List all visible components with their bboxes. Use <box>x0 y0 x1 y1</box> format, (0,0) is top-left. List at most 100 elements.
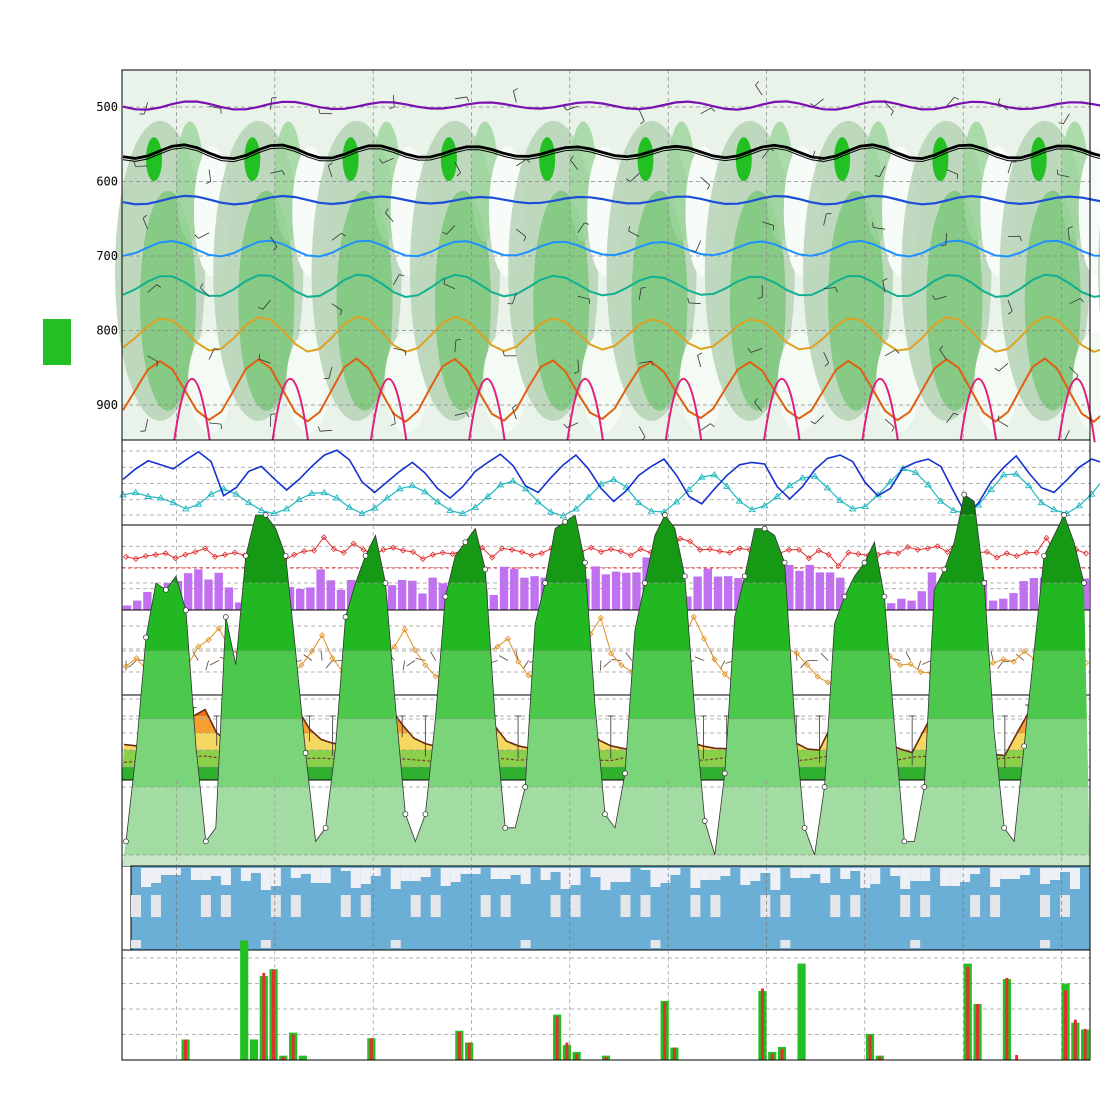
wind-barb-flag <box>1008 310 1013 315</box>
wind-barb <box>577 295 590 300</box>
cloud-high-gap <box>420 868 431 877</box>
cloud-middle-gap <box>830 895 841 917</box>
thickness-point <box>823 484 832 491</box>
cloud-high-gap <box>1000 868 1011 879</box>
wind-barb <box>695 240 702 252</box>
wind-barb <box>879 165 886 177</box>
thickness-point <box>358 509 366 516</box>
wind-barb <box>884 349 896 357</box>
precip-convective-bar <box>878 1056 882 1060</box>
wind-barb-flag <box>890 110 894 116</box>
cloud-high-gap <box>210 868 221 876</box>
precip-convective-bar <box>575 1053 579 1060</box>
wind-speed-point <box>205 636 212 643</box>
wind-speed-point <box>401 626 408 633</box>
rh2m-point <box>1041 552 1047 559</box>
wind-barb-10m <box>522 660 529 670</box>
thickness-point <box>924 481 932 488</box>
cloud-middle-gap <box>1060 895 1071 917</box>
cloud-high-gap <box>1060 868 1071 872</box>
lifted-index-point <box>202 545 209 552</box>
wind-barb <box>454 412 467 416</box>
wind-barb-flag <box>194 234 199 239</box>
wind-barb <box>762 221 774 226</box>
wind-speed-point <box>308 648 315 655</box>
wind-barb <box>454 96 467 100</box>
wind-speed-point <box>195 643 202 650</box>
cape-bar <box>825 572 835 610</box>
cloud-low-gap <box>131 940 141 948</box>
wind-barb-flag <box>523 236 527 242</box>
wind-barb <box>516 158 527 167</box>
wind-barb-flag <box>769 148 775 152</box>
cloud-high-gap <box>350 868 361 888</box>
thickness-point <box>395 484 404 492</box>
wind-barb <box>882 280 886 293</box>
wind-barb-flag <box>1058 122 1064 125</box>
cloud-high-gap <box>1020 868 1031 875</box>
cape-bar <box>632 572 641 610</box>
slp-panel <box>119 439 1100 526</box>
cloud-middle-gap <box>990 895 1001 917</box>
wind-speed-point <box>319 632 326 639</box>
slp-series-line <box>122 449 1100 516</box>
wind-barb-10m <box>820 653 829 661</box>
thickness-point <box>484 492 492 499</box>
wind-barb <box>331 232 342 241</box>
cape-bar <box>204 579 213 610</box>
cape-bar <box>999 598 1008 610</box>
wind-barb <box>393 274 400 286</box>
rh2m-point <box>402 811 409 818</box>
wind-barb <box>639 360 652 364</box>
rh-area-moist <box>336 190 393 411</box>
lifted-index-point <box>479 544 486 551</box>
wind-barb-flag <box>956 174 959 180</box>
cloud-high-gap <box>510 868 521 875</box>
rh2m-point <box>442 593 449 600</box>
cloud-middle-gap <box>620 895 631 917</box>
wind-barb <box>143 102 148 115</box>
temperature-contour-25 <box>861 377 900 443</box>
wind-barb-flag <box>317 426 321 432</box>
precip-convective-bar <box>262 972 266 1060</box>
rh2m-point <box>761 525 768 532</box>
rh2m-point <box>721 770 728 777</box>
wind-barb-flag <box>399 274 405 277</box>
thickness-point <box>232 490 241 497</box>
wind-barb <box>638 109 645 122</box>
precip-convective-bar <box>770 1053 774 1060</box>
cloud-high-gap <box>1010 868 1021 879</box>
cloud-high-gap <box>490 868 501 879</box>
wind-barb <box>1057 174 1070 178</box>
cloud-middle-gap <box>760 895 771 917</box>
cape-bar <box>897 598 906 610</box>
thickness-point <box>245 498 253 506</box>
wind-barb <box>750 348 763 353</box>
thickness-point <box>647 507 656 514</box>
thickness-point <box>1025 481 1033 489</box>
cloud-high-gap <box>860 868 871 888</box>
lifted-index-point <box>637 546 644 553</box>
rh-area-saturated <box>539 137 556 182</box>
thickness-point <box>710 470 719 478</box>
cloud-high-gap <box>710 868 721 880</box>
wind-barb <box>813 155 824 163</box>
wind-speed-point <box>298 662 305 669</box>
precip-total-bar <box>240 940 249 1060</box>
cloud-high-gap <box>590 868 601 877</box>
cape-bar <box>1029 578 1039 610</box>
rh-area-dry <box>188 332 232 433</box>
cape-bar <box>723 576 733 610</box>
wind-speed-point <box>897 662 904 669</box>
wind-barb-flag <box>318 108 321 114</box>
precip-convective-bar <box>604 1056 608 1060</box>
lifted-index-point <box>301 548 308 555</box>
wind-barb-10m <box>905 651 911 661</box>
cloud-high-gap <box>910 868 921 881</box>
wind-barb-10m <box>209 660 220 666</box>
thickness-point <box>999 470 1008 478</box>
wind-barb <box>566 422 578 429</box>
wind-barb <box>446 225 456 235</box>
lifted-index-point <box>528 552 535 559</box>
cape-bar <box>795 570 804 610</box>
